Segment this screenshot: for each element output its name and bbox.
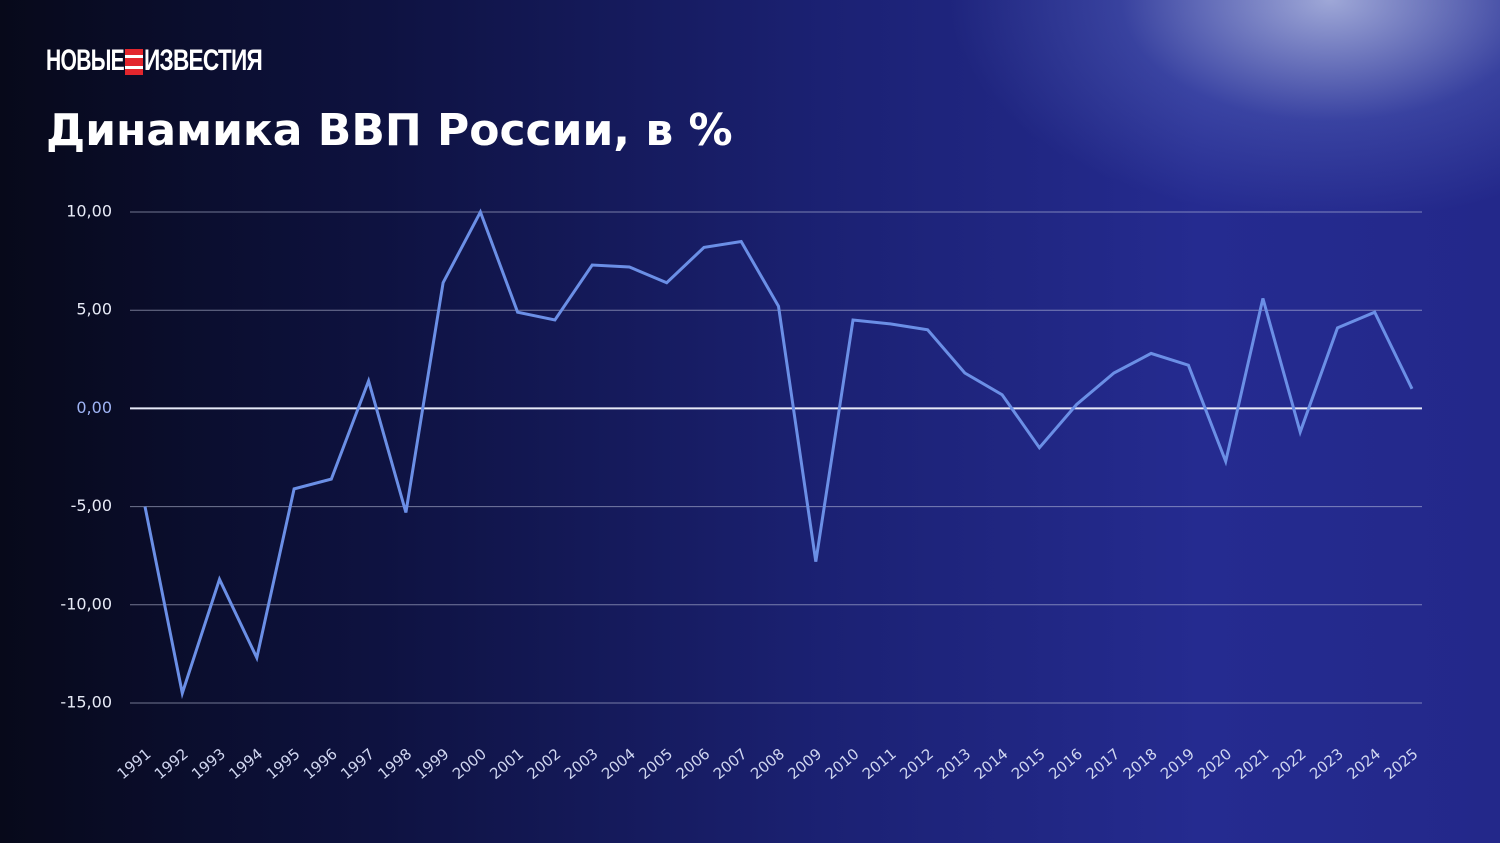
x-tick-label: 2007	[710, 745, 751, 783]
x-tick-label: 1997	[337, 745, 378, 783]
x-tick-label: 1995	[263, 745, 304, 783]
x-tick-label: 1996	[300, 745, 341, 783]
x-tick-label: 2002	[524, 745, 565, 783]
logo: НОВЫЕ ИЗВЕСТИЯ	[46, 44, 263, 77]
brand-left: НОВЫЕ	[46, 44, 124, 77]
data-line	[143, 208, 1414, 700]
y-tick-label: 5,00	[76, 300, 112, 319]
x-tick-label: 2009	[784, 745, 825, 783]
x-tick-label: 1998	[374, 745, 415, 783]
y-tick-label: -5,00	[71, 496, 112, 515]
x-tick-label: 1991	[114, 745, 155, 783]
x-tick-label: 2022	[1269, 745, 1310, 783]
x-tick-label: 1992	[151, 745, 192, 783]
x-tick-label: 2011	[859, 745, 900, 783]
y-tick-label: -10,00	[60, 594, 112, 613]
x-tick-label: 2004	[598, 745, 639, 783]
x-tick-label: 2010	[822, 745, 863, 783]
chart-title: Динамика ВВП России, в %	[46, 105, 733, 156]
x-tick-label: 2012	[896, 745, 937, 783]
y-tick-label: 0,00	[76, 398, 112, 417]
x-tick-label: 2025	[1381, 745, 1422, 783]
y-tick-label: -15,00	[60, 693, 112, 712]
logo-icon	[125, 49, 143, 75]
x-tick-label: 2001	[486, 745, 527, 783]
x-tick-label: 2006	[673, 745, 714, 783]
x-tick-label: 2019	[1157, 745, 1198, 783]
x-tick-label: 2016	[1045, 745, 1086, 783]
x-tick-label: 2017	[1083, 745, 1124, 783]
x-tick-label: 1994	[225, 745, 266, 783]
x-tick-label: 2005	[635, 745, 676, 783]
x-tick-label: 2020	[1194, 745, 1235, 783]
x-tick-label: 1993	[188, 745, 229, 783]
x-tick-label: 2013	[933, 745, 974, 783]
x-tick-label: 2018	[1120, 745, 1161, 783]
brand-right: ИЗВЕСТИЯ	[144, 44, 262, 77]
x-tick-label: 2015	[1008, 745, 1049, 783]
logo-stripe	[125, 66, 143, 69]
logo-stripe	[125, 55, 143, 58]
x-tick-label: 2014	[971, 745, 1012, 783]
y-tick-label: 10,00	[66, 202, 112, 221]
x-tick-label: 2024	[1343, 745, 1384, 783]
x-tick-label: 2000	[449, 745, 490, 783]
x-tick-label: 2008	[747, 745, 788, 783]
x-tick-label: 2003	[561, 745, 602, 783]
x-tick-label: 1999	[412, 745, 453, 783]
x-tick-label: 2023	[1306, 745, 1347, 783]
x-tick-label: 2021	[1232, 745, 1273, 783]
